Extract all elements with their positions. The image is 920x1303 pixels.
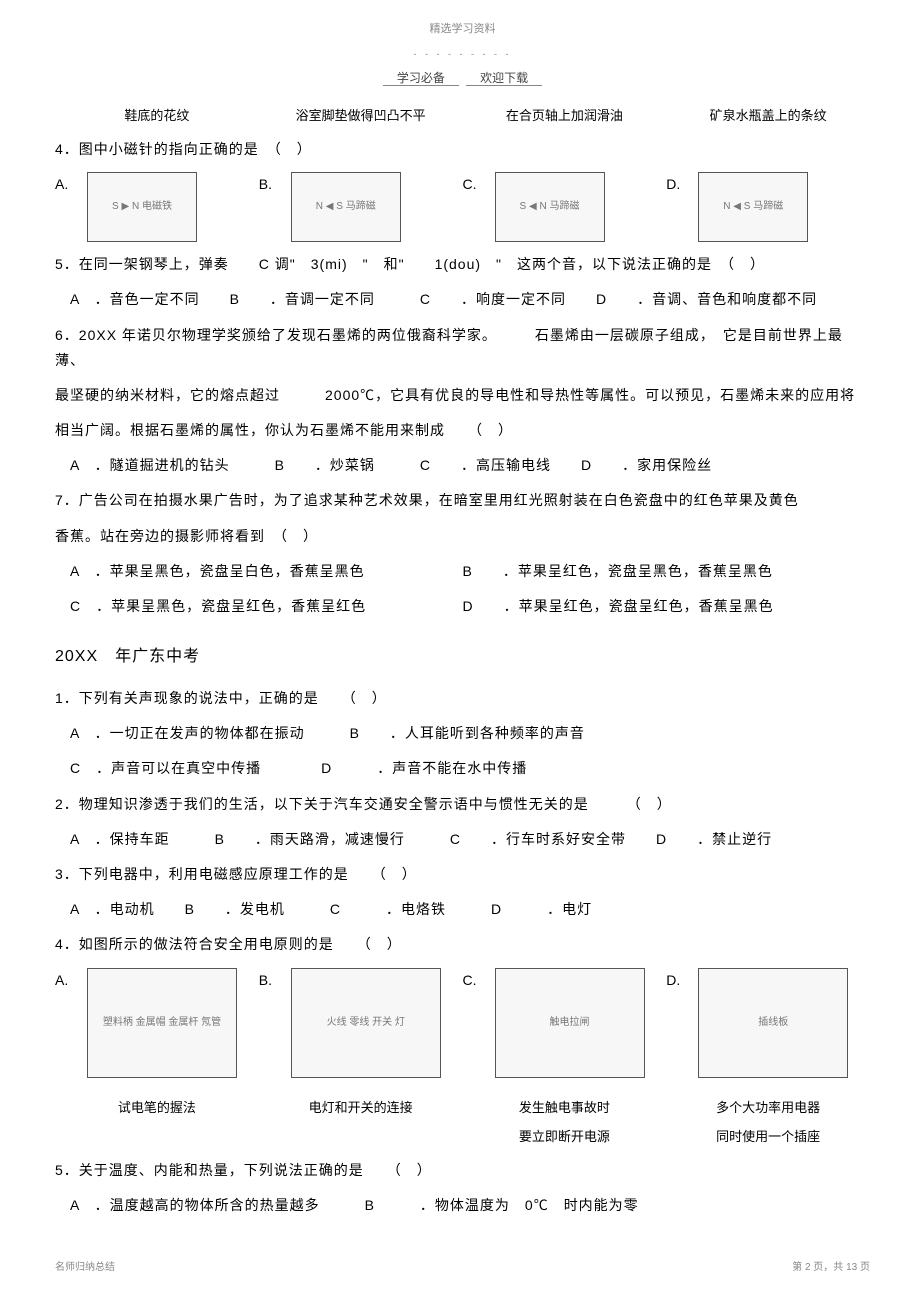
q4-stem: 4．图中小磁针的指向正确的是 （ ） [55,137,870,162]
page-footer: 名师归纳总结 第 2 页，共 13 页 [55,1259,870,1277]
gq4-cap-d2: 同时使用一个插座 [716,1125,820,1148]
q4-opt-c: C. S ◀ N 马蹄磁 [463,172,667,242]
gq4-cap-b: 电灯和开关的连接 [259,1096,463,1149]
gq4-label-a: A. [55,968,81,993]
q6-l1: 6．20XX 年诺贝尔物理学奖颁给了发现石墨烯的两位俄裔科学家。 石墨烯由一层碳… [55,323,870,373]
sub-header-left: 学习必备 [383,71,459,86]
q4-opt-a: A. S ▶ N 电磁铁 [55,172,259,242]
q7-l2: 香蕉。站在旁边的摄影师将看到 （ ） [55,524,870,549]
q5-opts: A ．音色一定不同 B ．音调一定不同 C ．响度一定不同 D ．音调、音色和响… [55,287,870,312]
q6-opts: A ．隧道掘进机的钻头 B ．炒菜锅 C ．高压输电线 D ．家用保险丝 [55,453,870,478]
header-dashes: - - - - - - - - - [55,46,870,62]
gq4-stem: 4．如图所示的做法符合安全用电原则的是 （ ） [55,932,870,957]
gq4-cap-c2: 要立即断开电源 [519,1125,610,1148]
q7-opt-b: B ．苹果呈红色，瓷盘呈黑色，香蕉呈黑色 [463,559,871,584]
gq4-cap-d1: 多个大功率用电器 [716,1096,820,1119]
gq4-cap-c1: 发生触电事故时 [519,1096,610,1119]
gq4-diagram-a: 塑料柄 金属帽 金属杆 氖管 [87,968,237,1078]
q4-diagram-c: S ◀ N 马蹄磁 [495,172,605,242]
gq4-cap-a-text: 试电笔的握法 [118,1096,196,1119]
gq1-cd: C ．声音可以在真空中传播 D ．声音不能在水中传播 [55,756,870,781]
gq2-stem: 2．物理知识渗透于我们的生活，以下关于汽车交通安全警示语中与惯性无关的是 （ ） [55,792,870,817]
q4-label-b: B. [259,172,285,197]
gq3-opts: A ．电动机 B ．发电机 C ．电烙铁 D ．电灯 [55,897,870,922]
footer-left: 名师归纳总结 [55,1259,115,1277]
gq4-label-c: C. [463,968,489,993]
q4-opt-d: D. N ◀ S 马蹄磁 [666,172,870,242]
gq4-opt-c: C. 触电拉闸 [463,968,667,1078]
q7-l1: 7．广告公司在拍摄水果广告时，为了追求某种艺术效果，在暗室里用红光照射装在白色瓷… [55,488,870,513]
gq4-cap-d: 多个大功率用电器 同时使用一个插座 [666,1096,870,1149]
q4-label-d: D. [666,172,692,197]
q7-row2: C ．苹果呈黑色，瓷盘呈红色，香蕉呈红色 D ．苹果呈红色，瓷盘呈红色，香蕉呈黑… [55,594,870,619]
q7-row1: A ．苹果呈黑色，瓷盘呈白色，香蕉呈黑色 B ．苹果呈红色，瓷盘呈黑色，香蕉呈黑… [55,559,870,584]
caption-b: 浴室脚垫做得凹凸不平 [259,104,463,127]
q6-l2: 最坚硬的纳米材料，它的熔点超过 2000℃，它具有优良的导电性和导热性等属性。可… [55,383,870,408]
prev-caption-row: 鞋底的花纹 浴室脚垫做得凹凸不平 在合页轴上加润滑油 矿泉水瓶盖上的条纹 [55,104,870,127]
q4-label-a: A. [55,172,81,197]
gq1-stem: 1．下列有关声现象的说法中，正确的是 （ ） [55,686,870,711]
q7-opt-d: D ．苹果呈红色，瓷盘呈红色，香蕉呈黑色 [463,594,871,619]
q5-stem: 5．在同一架钢琴上，弹奏 C 调" 3(mi) " 和" 1(dou) " 这两… [55,252,870,277]
q4-diagram-a: S ▶ N 电磁铁 [87,172,197,242]
caption-c: 在合页轴上加润滑油 [463,104,667,127]
gq3-stem: 3．下列电器中，利用电磁感应原理工作的是 （ ） [55,862,870,887]
top-header: 精选学习资料 [55,20,870,40]
sub-header-right: 欢迎下载 [466,71,542,86]
gq5-stem: 5．关于温度、内能和热量，下列说法正确的是 （ ） [55,1158,870,1183]
gq4-label-d: D. [666,968,692,993]
q4-diagram-b: N ◀ S 马蹄磁 [291,172,401,242]
gq1-ab: A ．一切正在发声的物体都在振动 B ．人耳能听到各种频率的声音 [55,721,870,746]
caption-d: 矿泉水瓶盖上的条纹 [666,104,870,127]
gq4-opt-d: D. 插线板 [666,968,870,1078]
gq4-cap-c: 发生触电事故时 要立即断开电源 [463,1096,667,1149]
gq4-diagram-b: 火线 零线 开关 灯 [291,968,441,1078]
q7-opt-a: A ．苹果呈黑色，瓷盘呈白色，香蕉呈黑色 [55,559,463,584]
caption-a: 鞋底的花纹 [55,104,259,127]
gq4-cap-b-text: 电灯和开关的连接 [309,1096,413,1119]
section-title: 20XX 年广东中考 [55,643,870,672]
q4-label-c: C. [463,172,489,197]
q6-l3: 相当广阔。根据石墨烯的属性，你认为石墨烯不能用来制成 （ ） [55,418,870,443]
footer-right: 第 2 页，共 13 页 [792,1259,870,1277]
q4-diagram-d: N ◀ S 马蹄磁 [698,172,808,242]
gq4-diagram-d: 插线板 [698,968,848,1078]
q7-opt-c: C ．苹果呈黑色，瓷盘呈红色，香蕉呈红色 [55,594,463,619]
gq5-ab: A ．温度越高的物体所含的热量越多 B ．物体温度为 0℃ 时内能为零 [55,1193,870,1218]
gq4-captions: 试电笔的握法 电灯和开关的连接 发生触电事故时 要立即断开电源 多个大功率用电器… [55,1096,870,1149]
gq4-opt-b: B. 火线 零线 开关 灯 [259,968,463,1078]
sub-header: 学习必备 欢迎下载 [55,68,870,90]
gq4-options: A. 塑料柄 金属帽 金属杆 氖管 B. 火线 零线 开关 灯 C. 触电拉闸 … [55,968,870,1078]
q4-opt-b: B. N ◀ S 马蹄磁 [259,172,463,242]
q4-options: A. S ▶ N 电磁铁 B. N ◀ S 马蹄磁 C. S ◀ N 马蹄磁 D… [55,172,870,242]
gq2-opts: A ．保持车距 B ．雨天路滑，减速慢行 C ．行车时系好安全带 D ．禁止逆行 [55,827,870,852]
gq4-opt-a: A. 塑料柄 金属帽 金属杆 氖管 [55,968,259,1078]
gq4-label-b: B. [259,968,285,993]
gq4-diagram-c: 触电拉闸 [495,968,645,1078]
gq4-cap-a: 试电笔的握法 [55,1096,259,1149]
